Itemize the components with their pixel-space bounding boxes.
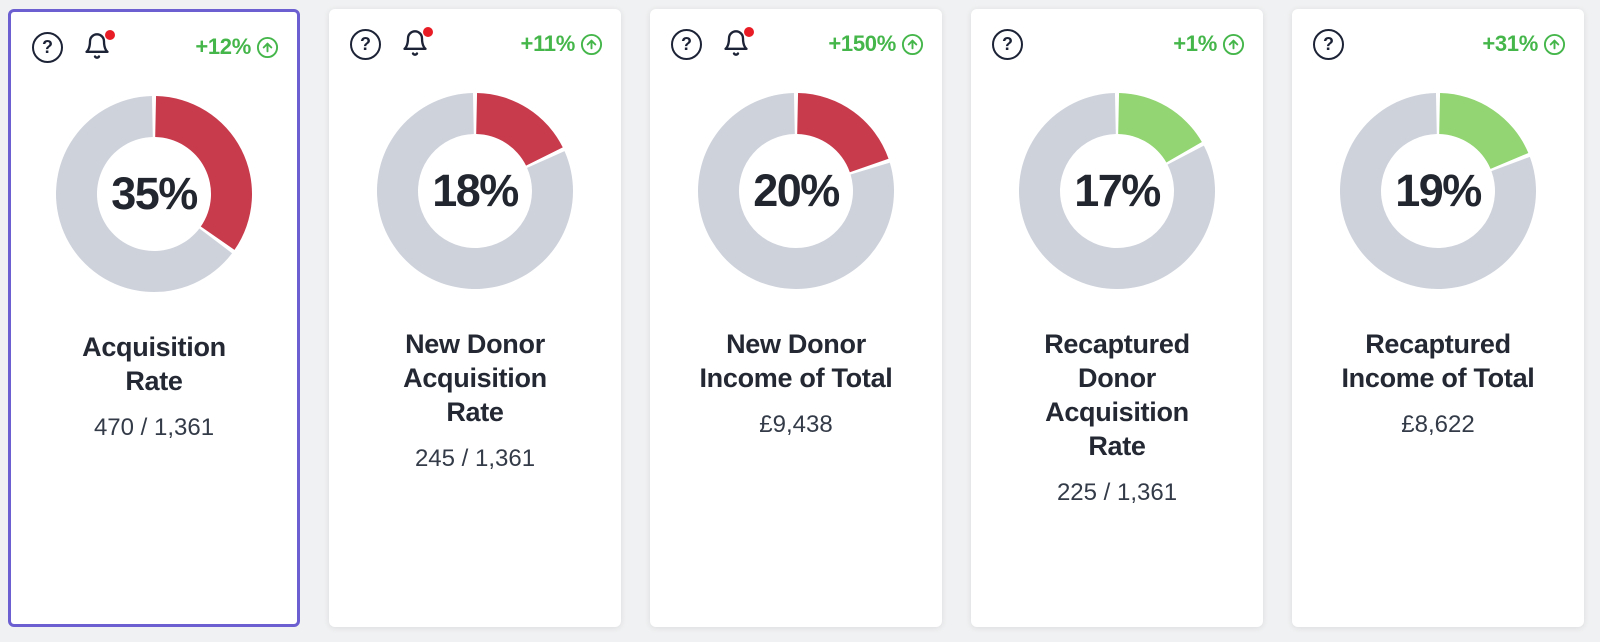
donut-percent-label: 17% — [1074, 165, 1161, 216]
change-indicator: +150% — [828, 31, 924, 57]
donut-percent-label: 20% — [753, 165, 840, 216]
card-title: New Donor Income of Total — [699, 329, 893, 393]
card-header: ? +31% — [1310, 27, 1566, 61]
kpi-card[interactable]: ? +1% 17% Recaptured Donor Acquisition R… — [971, 9, 1263, 627]
help-button[interactable]: ? — [671, 28, 702, 60]
question-mark-icon: ? — [1002, 33, 1013, 54]
kpi-card-row: ? +12% 35% Acquisition Ra — [8, 9, 1584, 627]
donut-ring — [377, 93, 573, 289]
arrow-up-circle-icon — [256, 36, 279, 58]
bell-icon — [84, 33, 109, 59]
donut-chart: 35% — [56, 96, 252, 292]
help-button[interactable]: ? — [32, 31, 63, 63]
donut-chart: 20% — [698, 93, 894, 289]
card-header: ? +1% — [989, 27, 1245, 61]
donut-percent-label: 19% — [1395, 165, 1482, 216]
card-title: Recaptured Donor Acquisition Rate — [1044, 329, 1190, 461]
change-indicator: +31% — [1482, 31, 1566, 57]
change-indicator: +12% — [195, 34, 279, 60]
card-title: Recaptured Income of Total — [1341, 329, 1535, 393]
bell-button[interactable] — [82, 30, 115, 62]
card-header: ? +11% — [347, 27, 603, 61]
donut-ring — [698, 93, 894, 289]
card-header: ? +12% — [29, 30, 279, 64]
card-value: £9,438 — [759, 411, 833, 438]
card-value: £8,622 — [1401, 411, 1475, 438]
bell-button[interactable] — [721, 27, 754, 59]
kpi-card[interactable]: ? +31% 19% Recaptured Income of Total £8… — [1292, 9, 1584, 627]
card-title: New Donor Acquisition Rate — [403, 329, 547, 427]
help-button[interactable]: ? — [992, 28, 1023, 60]
change-value: +11% — [520, 31, 576, 56]
card-title: Acquisition Rate — [82, 332, 226, 396]
kpi-card[interactable]: ? +12% 35% Acquisition Ra — [8, 9, 300, 627]
donut-ring — [1019, 93, 1215, 289]
change-indicator: +11% — [521, 31, 603, 57]
donut-chart: 19% — [1340, 93, 1536, 289]
card-value: 470 / 1,361 — [93, 414, 215, 441]
question-mark-icon: ? — [360, 33, 371, 54]
change-value: +1% — [1173, 31, 1217, 56]
question-mark-icon: ? — [681, 33, 692, 54]
change-value: +12% — [195, 34, 251, 59]
card-value: 225 / 1,361 — [1056, 479, 1178, 506]
donut-ring — [56, 96, 252, 292]
donut-ring — [1340, 93, 1536, 289]
donut-percent-label: 18% — [432, 165, 519, 216]
change-indicator: +1% — [1173, 31, 1245, 57]
question-mark-icon: ? — [1323, 33, 1334, 54]
kpi-card[interactable]: ? +11% 18% New Donor Acqu — [329, 9, 621, 627]
card-value: 245 / 1,361 — [414, 445, 536, 472]
kpi-card[interactable]: ? +150% 20% New Donor Inc — [650, 9, 942, 627]
notification-dot-icon — [105, 30, 115, 40]
arrow-up-circle-icon — [1222, 33, 1245, 55]
notification-dot-icon — [423, 27, 433, 37]
bell-icon — [402, 30, 427, 56]
change-value: +31% — [1482, 31, 1538, 56]
change-value: +150% — [828, 31, 896, 56]
donut-percent-label: 35% — [111, 168, 198, 219]
arrow-up-circle-icon — [1543, 33, 1566, 55]
notification-dot-icon — [744, 27, 754, 37]
card-header: ? +150% — [668, 27, 924, 61]
donut-chart: 17% — [1019, 93, 1215, 289]
bell-icon — [723, 30, 748, 56]
donut-chart: 18% — [377, 93, 573, 289]
bell-button[interactable] — [400, 27, 433, 59]
help-button[interactable]: ? — [350, 28, 381, 60]
help-button[interactable]: ? — [1313, 28, 1344, 60]
arrow-up-circle-icon — [901, 33, 924, 55]
arrow-up-circle-icon — [580, 33, 603, 55]
question-mark-icon: ? — [42, 36, 53, 57]
